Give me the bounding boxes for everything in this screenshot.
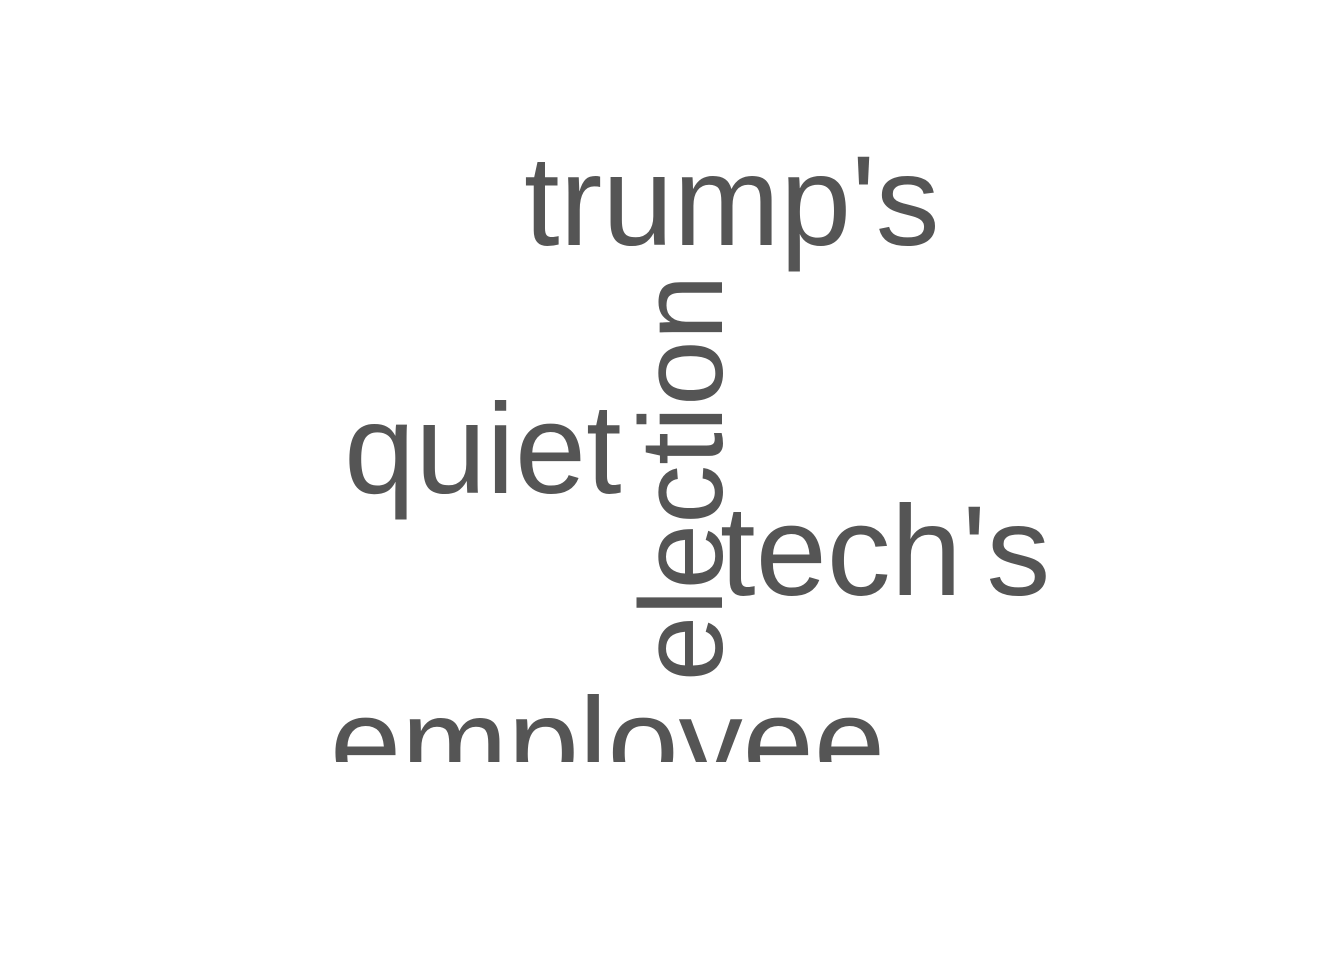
word-employee: employee — [330, 672, 885, 763]
word-techs: tech's — [720, 480, 1051, 623]
word-election: election — [616, 274, 748, 682]
word-trumps: trump's — [524, 130, 940, 273]
word-employee-clip: employee — [326, 660, 926, 763]
word-quiet: quiet — [344, 378, 622, 521]
